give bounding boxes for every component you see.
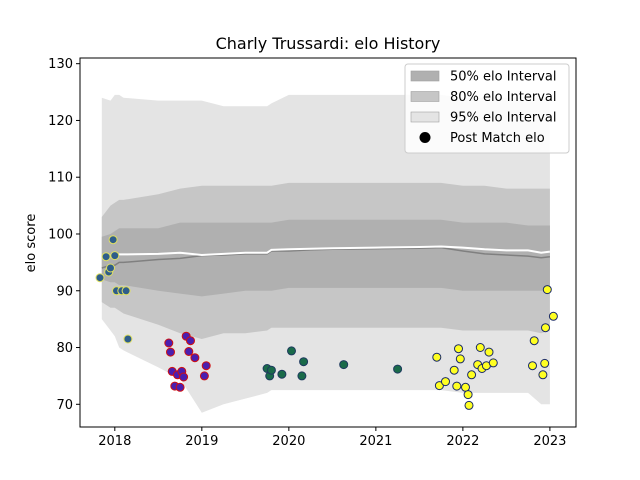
legend: 50% elo Interval 80% elo Interval 95% elo … (404, 63, 570, 154)
post-match-point (467, 370, 477, 380)
post-match-point (475, 343, 485, 352)
post-match-point (455, 354, 465, 364)
post-match-point (299, 357, 309, 367)
legend-label: 80% elo Interval (450, 90, 557, 105)
post-match-point (464, 400, 474, 410)
post-match-point (186, 336, 195, 346)
legend-swatch (410, 111, 440, 123)
post-match-point (121, 286, 131, 296)
x-tick-label: 2021 (359, 434, 392, 449)
post-match-point (454, 344, 463, 354)
legend-swatch (410, 70, 440, 82)
legend-swatch (410, 91, 440, 102)
post-match-point (452, 381, 462, 391)
post-match-point (164, 338, 174, 348)
post-match-point (266, 365, 276, 375)
x-axis: 2018 2019 2020 2021 2022 2023 (98, 427, 566, 449)
y-axis-label: elo score (24, 214, 39, 273)
legend-box (404, 63, 570, 154)
post-match-point (179, 372, 189, 382)
post-match-point (108, 235, 118, 245)
post-match-point (541, 323, 550, 333)
post-match-point (199, 371, 209, 381)
y-tick-label: 120 (48, 114, 73, 129)
x-tick-label: 2023 (533, 434, 566, 449)
post-match-point (95, 273, 105, 283)
post-match-point (528, 361, 537, 371)
post-match-point (432, 352, 442, 362)
post-match-point (166, 347, 175, 357)
y-tick-label: 90 (56, 284, 73, 299)
post-match-point (540, 358, 550, 368)
post-match-point (190, 353, 200, 363)
post-match-point (184, 347, 194, 356)
chart-title: Charly Trussardi: elo History (216, 34, 441, 53)
y-tick-label: 70 (56, 398, 73, 413)
mean-elo-line (101, 246, 550, 269)
post-match-point (484, 347, 494, 357)
legend-label: 50% elo Interval (450, 70, 557, 85)
post-match-point (287, 346, 296, 356)
post-match-point (101, 252, 111, 262)
post-match-point (110, 251, 120, 261)
y-axis: 70 80 90 100 110 120 130 (48, 57, 80, 413)
post-match-point (461, 382, 470, 392)
y-tick-label: 110 (48, 171, 73, 186)
post-match-point (488, 358, 498, 368)
post-match-point (542, 285, 552, 295)
post-match-point (106, 263, 115, 273)
post-match-point (529, 336, 539, 346)
post-match-point (463, 390, 473, 400)
post-match-point (449, 365, 459, 375)
x-tick-label: 2020 (272, 434, 305, 449)
post-match-point (123, 334, 133, 344)
interval-bands (101, 94, 550, 413)
post-match-point (548, 311, 558, 321)
legend-marker (419, 132, 431, 143)
post-match-point (277, 369, 287, 379)
x-tick-label: 2019 (185, 434, 218, 449)
post-match-point (393, 364, 403, 374)
x-tick-label: 2018 (98, 434, 131, 449)
post-match-point (201, 361, 211, 371)
post-match-point (339, 360, 349, 370)
post-match-point (297, 371, 307, 381)
legend-label: Post Match elo (450, 131, 545, 146)
median-elo-line (101, 245, 551, 258)
y-tick-label: 130 (48, 57, 73, 72)
y-tick-label: 80 (56, 341, 73, 356)
legend-label: 95% elo Interval (450, 111, 557, 126)
x-tick-label: 2022 (446, 434, 479, 449)
band-50 (101, 219, 550, 297)
post-match-points (95, 235, 558, 410)
post-match-point (441, 377, 450, 387)
y-tick-label: 100 (48, 227, 73, 242)
trend-lines (101, 245, 551, 269)
plot-frame (79, 57, 577, 428)
post-match-point (175, 382, 185, 392)
post-match-point (538, 370, 548, 380)
post-match-point (434, 381, 444, 391)
